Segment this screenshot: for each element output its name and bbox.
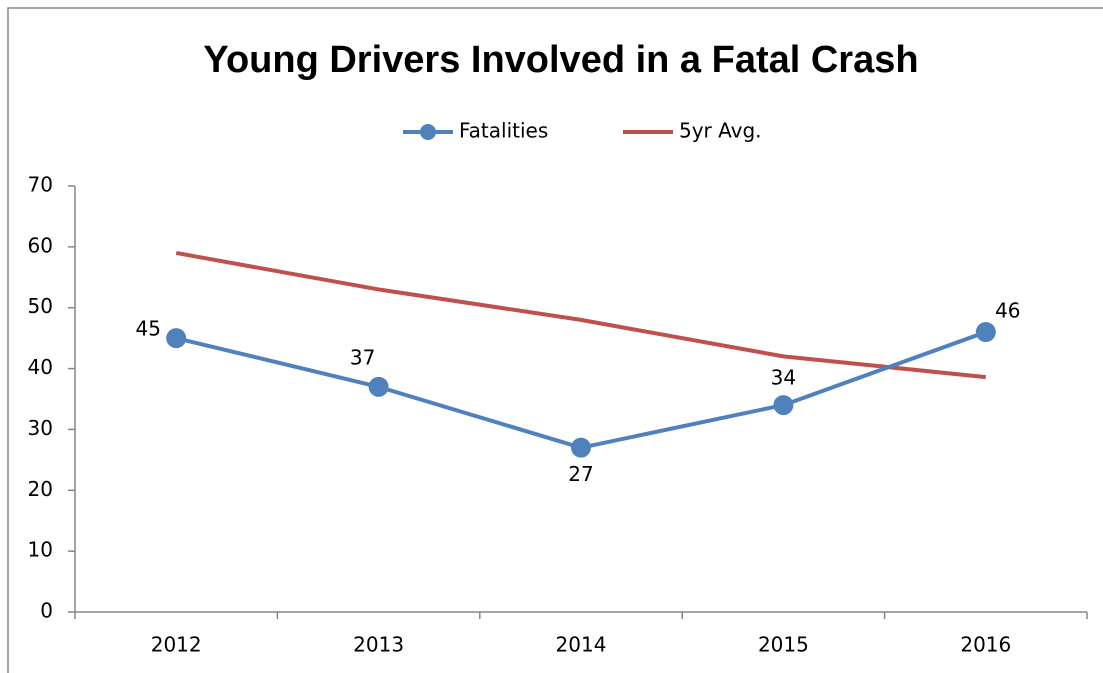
y-tick-label: 30 [28, 416, 53, 440]
y-tick-label: 20 [28, 477, 53, 501]
data-point [773, 395, 794, 416]
data-label: 46 [995, 299, 1020, 323]
y-tick-label: 60 [28, 233, 53, 257]
x-tick-label: 2014 [556, 633, 607, 657]
data-label: 37 [350, 345, 375, 369]
data-point [166, 328, 187, 349]
x-tick-label: 2013 [353, 633, 404, 657]
data-label: 27 [568, 462, 593, 486]
x-tick-label: 2012 [151, 633, 202, 657]
series-line [175, 250, 987, 380]
data-point [975, 322, 996, 343]
y-tick-label: 40 [28, 355, 53, 379]
legend-marker [420, 124, 436, 140]
x-tick-label: 2015 [758, 633, 809, 657]
data-label: 45 [135, 317, 160, 341]
x-tick-label: 2016 [960, 633, 1011, 657]
y-tick-label: 50 [28, 294, 53, 318]
y-tick-label: 10 [28, 538, 53, 562]
data-point [571, 437, 591, 458]
y-tick-label: 70 [28, 173, 53, 197]
legend-label: 5yr Avg. [679, 119, 762, 143]
chart-title: Young Drivers Involved in a Fatal Crash [203, 39, 918, 81]
y-tick-label: 0 [40, 599, 53, 623]
data-point [368, 376, 389, 397]
data-label: 34 [771, 366, 796, 390]
legend-label: Fatalities [459, 119, 548, 143]
